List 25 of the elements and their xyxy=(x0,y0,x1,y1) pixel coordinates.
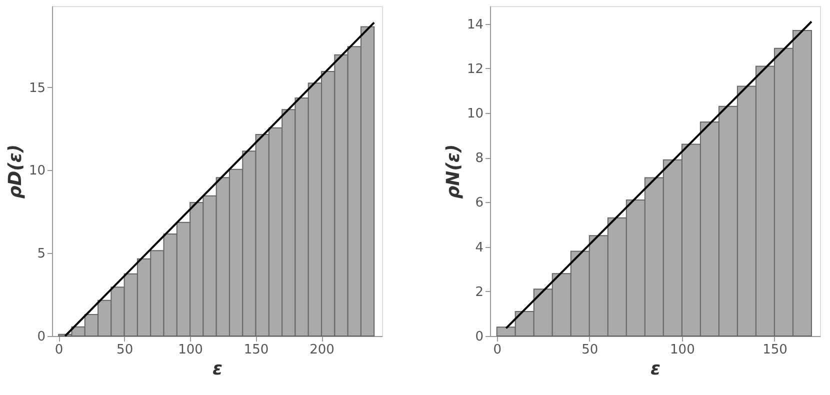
x-tick-label: 50 xyxy=(582,342,598,358)
x-tick-label: 150 xyxy=(762,342,788,358)
y-tick-label: 5 xyxy=(37,246,46,262)
x-axis-title: ε xyxy=(212,358,223,380)
x-tick-label: 0 xyxy=(493,342,502,358)
x-tick-label: 150 xyxy=(244,342,269,358)
y-tick-label: 12 xyxy=(466,62,484,77)
y-tick-label: 0 xyxy=(37,330,46,344)
y-tick-label: 4 xyxy=(475,240,484,256)
y-tick-label: 10 xyxy=(466,106,484,122)
x-tick-label: 200 xyxy=(310,342,334,358)
x-tick-label: 0 xyxy=(54,342,64,358)
x-tick-label: 100 xyxy=(670,342,695,358)
y-tick-label: 0 xyxy=(475,330,484,344)
y-tick-label: 14 xyxy=(466,17,484,32)
x-axis-title: ε xyxy=(650,358,661,380)
y-tick-label: 6 xyxy=(475,196,484,211)
y-tick-label: 10 xyxy=(28,164,46,179)
x-tick-label: 100 xyxy=(178,342,203,358)
y-tick-label: 15 xyxy=(28,80,46,96)
y-tick-label: 8 xyxy=(475,151,484,166)
y-axis-title: ρD(ε) xyxy=(4,144,26,199)
x-tick-label: 50 xyxy=(116,342,134,358)
y-axis-title: ρN(ε) xyxy=(442,144,464,199)
y-tick-label: 2 xyxy=(475,284,484,300)
